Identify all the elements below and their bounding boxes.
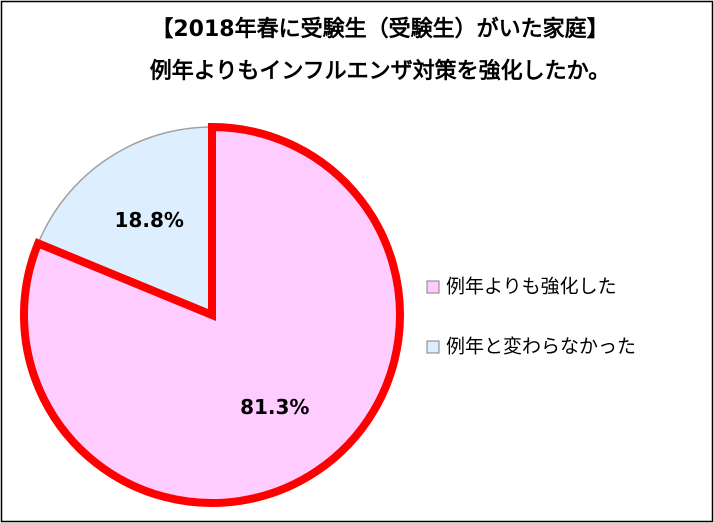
legend-swatch: [426, 340, 440, 354]
pie-slice: [20, 122, 404, 507]
data-label: 18.8%: [115, 208, 184, 232]
pie-slice: [37, 126, 213, 317]
chart-subtitle: 例年よりもインフルエンザ対策を強化したか。: [150, 58, 610, 84]
legend-swatch: [426, 280, 440, 294]
legend-label: 例年と変わらなかった: [446, 336, 636, 358]
chart-title: 【2018年春に受験生（受験生）がいた家庭】: [151, 16, 608, 42]
data-label: 81.3%: [240, 395, 309, 419]
legend-label: 例年よりも強化した: [446, 276, 617, 298]
